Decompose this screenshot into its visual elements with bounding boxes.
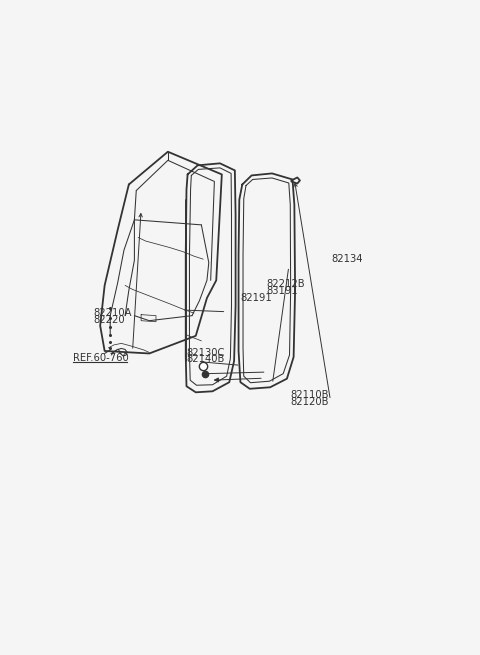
Text: 82110B: 82110B [290,390,329,400]
Text: 82220: 82220 [94,314,125,325]
Text: REF.60-760: REF.60-760 [73,354,129,364]
Text: 82134: 82134 [332,254,363,264]
Text: 82191: 82191 [240,293,272,303]
Text: 82140B: 82140B [186,354,225,364]
Text: 83191: 83191 [266,286,298,296]
Text: 82212B: 82212B [266,279,305,290]
Text: 82130C: 82130C [186,348,225,358]
Text: 82120B: 82120B [290,397,329,407]
Text: 82210A: 82210A [94,308,132,318]
